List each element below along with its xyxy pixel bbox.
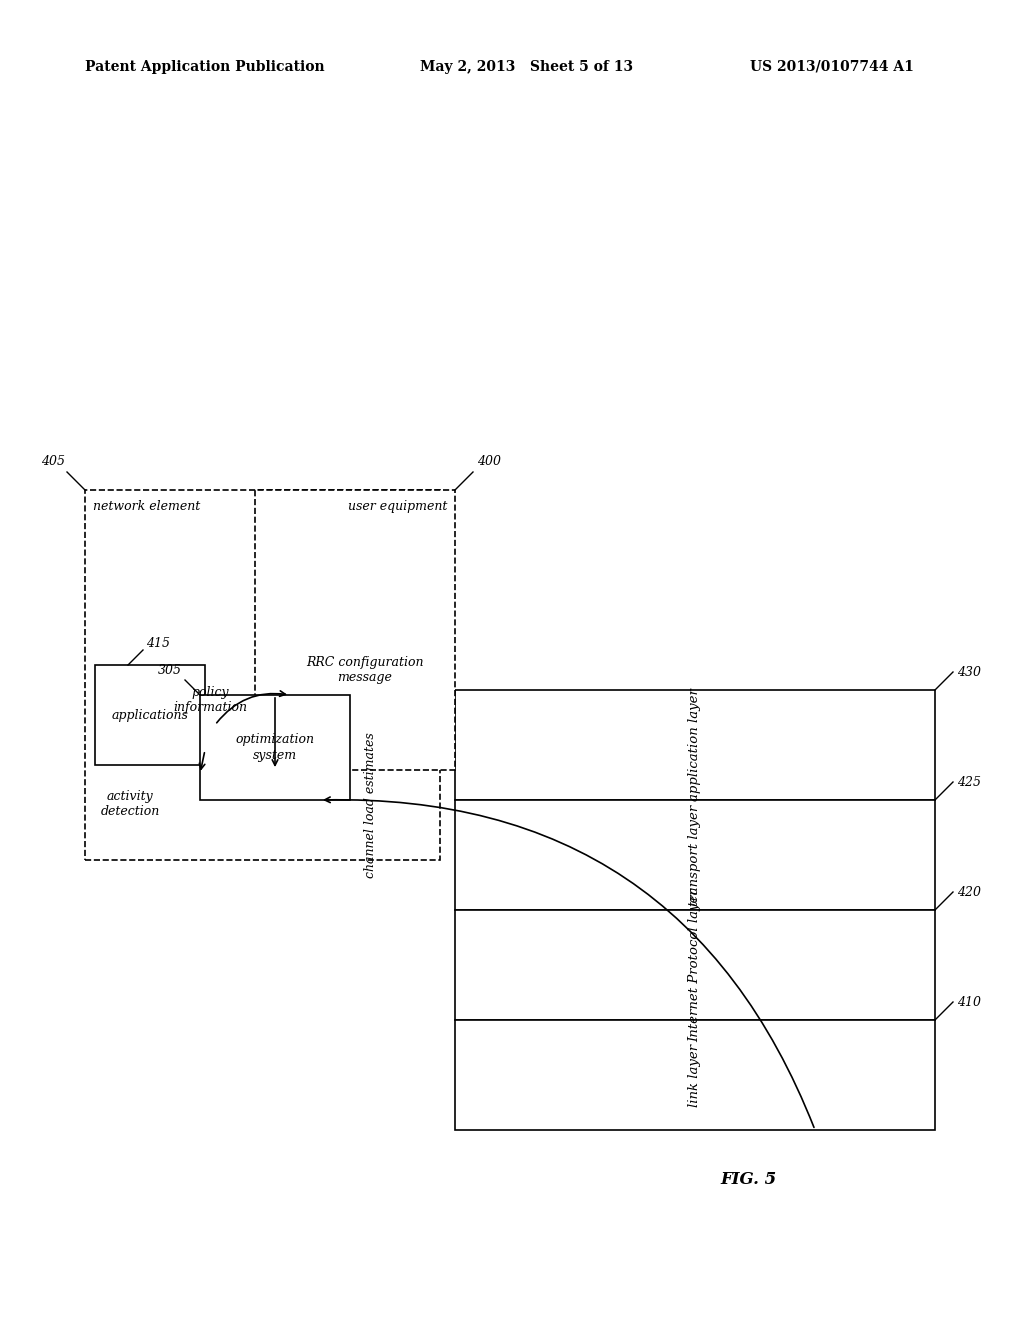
Text: Patent Application Publication: Patent Application Publication — [85, 59, 325, 74]
Text: activity
detection: activity detection — [100, 789, 160, 818]
Bar — [455, 690, 935, 800]
Bar — [85, 490, 440, 861]
Bar — [455, 800, 935, 909]
Bar — [255, 490, 455, 770]
Text: RRC configuration
message: RRC configuration message — [306, 656, 424, 684]
Text: policy
information: policy information — [173, 686, 247, 714]
Text: 415: 415 — [146, 638, 170, 649]
Text: channel load estimates: channel load estimates — [364, 733, 377, 878]
Bar — [95, 665, 205, 766]
Text: 410: 410 — [957, 995, 981, 1008]
Text: transport layer: transport layer — [688, 804, 701, 906]
Text: FIG. 5: FIG. 5 — [720, 1172, 776, 1188]
Text: 305: 305 — [158, 664, 182, 677]
Bar — [455, 909, 935, 1020]
Text: optimization
system: optimization system — [236, 734, 314, 762]
Text: May 2, 2013   Sheet 5 of 13: May 2, 2013 Sheet 5 of 13 — [420, 59, 633, 74]
Text: US 2013/0107744 A1: US 2013/0107744 A1 — [750, 59, 913, 74]
Text: link layer: link layer — [688, 1043, 701, 1106]
Text: 420: 420 — [957, 886, 981, 899]
Text: 430: 430 — [957, 665, 981, 678]
Bar — [200, 696, 350, 800]
Text: network element: network element — [93, 500, 201, 513]
Bar — [455, 1020, 935, 1130]
Text: application layer: application layer — [688, 689, 701, 801]
Text: 425: 425 — [957, 776, 981, 788]
Text: Internet Protocol layer: Internet Protocol layer — [688, 888, 701, 1041]
Text: user equipment: user equipment — [347, 500, 447, 513]
Text: applications: applications — [112, 709, 188, 722]
Text: 400: 400 — [477, 455, 501, 469]
Text: 405: 405 — [41, 455, 65, 469]
